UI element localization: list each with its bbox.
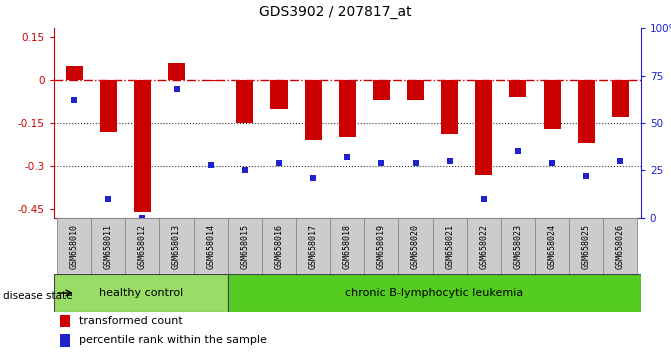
Text: GSM658012: GSM658012 bbox=[138, 223, 147, 269]
Bar bbox=[399, 218, 433, 274]
Point bbox=[137, 215, 148, 221]
Bar bbox=[330, 218, 364, 274]
Text: GSM658023: GSM658023 bbox=[513, 223, 523, 269]
Bar bbox=[475, 80, 493, 175]
Text: GSM658026: GSM658026 bbox=[616, 223, 625, 269]
Point bbox=[478, 196, 489, 202]
Point bbox=[342, 154, 353, 160]
Bar bbox=[57, 218, 91, 274]
Bar bbox=[612, 80, 629, 117]
Bar bbox=[60, 334, 70, 347]
Bar bbox=[535, 218, 569, 274]
Bar bbox=[202, 80, 219, 81]
Point bbox=[103, 196, 113, 202]
Bar bbox=[227, 218, 262, 274]
Bar bbox=[160, 218, 194, 274]
Point bbox=[615, 158, 625, 164]
Text: GSM658021: GSM658021 bbox=[445, 223, 454, 269]
Point bbox=[513, 149, 523, 154]
Text: GSM658011: GSM658011 bbox=[104, 223, 113, 269]
Bar bbox=[134, 80, 151, 212]
Point bbox=[240, 167, 250, 173]
Text: GSM658017: GSM658017 bbox=[309, 223, 317, 269]
Text: GDS3902 / 207817_at: GDS3902 / 207817_at bbox=[259, 5, 412, 19]
Bar bbox=[262, 218, 296, 274]
Point bbox=[274, 160, 285, 166]
Text: GSM658025: GSM658025 bbox=[582, 223, 590, 269]
Point bbox=[581, 173, 592, 179]
Bar bbox=[569, 218, 603, 274]
Text: GSM658014: GSM658014 bbox=[206, 223, 215, 269]
Bar bbox=[339, 80, 356, 137]
Point bbox=[547, 160, 558, 166]
Bar bbox=[373, 80, 390, 100]
Bar bbox=[578, 80, 595, 143]
Text: GSM658010: GSM658010 bbox=[70, 223, 79, 269]
Bar bbox=[66, 65, 83, 80]
Bar bbox=[227, 274, 641, 312]
Bar bbox=[125, 218, 160, 274]
Bar bbox=[441, 80, 458, 135]
Point bbox=[205, 162, 216, 167]
Bar bbox=[168, 63, 185, 80]
Text: GSM658019: GSM658019 bbox=[377, 223, 386, 269]
Bar bbox=[91, 218, 125, 274]
Bar bbox=[100, 80, 117, 132]
Text: GSM658022: GSM658022 bbox=[479, 223, 488, 269]
Text: GSM658020: GSM658020 bbox=[411, 223, 420, 269]
Bar bbox=[407, 80, 424, 100]
Text: GSM658013: GSM658013 bbox=[172, 223, 181, 269]
Bar bbox=[467, 218, 501, 274]
Text: GSM658015: GSM658015 bbox=[240, 223, 250, 269]
Point bbox=[376, 160, 386, 166]
Bar bbox=[509, 80, 527, 97]
Text: GSM658024: GSM658024 bbox=[548, 223, 556, 269]
Bar bbox=[603, 218, 637, 274]
Point bbox=[410, 160, 421, 166]
Bar bbox=[305, 80, 321, 140]
Bar bbox=[236, 80, 254, 123]
Bar bbox=[270, 80, 287, 109]
Text: chronic B-lymphocytic leukemia: chronic B-lymphocytic leukemia bbox=[345, 288, 523, 298]
Bar bbox=[364, 218, 399, 274]
Text: transformed count: transformed count bbox=[79, 316, 183, 326]
Text: percentile rank within the sample: percentile rank within the sample bbox=[79, 335, 267, 346]
Point bbox=[69, 97, 80, 103]
Bar bbox=[54, 274, 227, 312]
Text: GSM658018: GSM658018 bbox=[343, 223, 352, 269]
Bar bbox=[433, 218, 467, 274]
Bar bbox=[194, 218, 227, 274]
Text: GSM658016: GSM658016 bbox=[274, 223, 283, 269]
Point bbox=[308, 175, 319, 181]
Point bbox=[444, 158, 455, 164]
Bar bbox=[501, 218, 535, 274]
Bar bbox=[60, 315, 70, 327]
Point bbox=[171, 86, 182, 92]
Bar bbox=[544, 80, 560, 129]
Text: disease state: disease state bbox=[3, 291, 73, 301]
Text: healthy control: healthy control bbox=[99, 288, 183, 298]
Bar bbox=[296, 218, 330, 274]
